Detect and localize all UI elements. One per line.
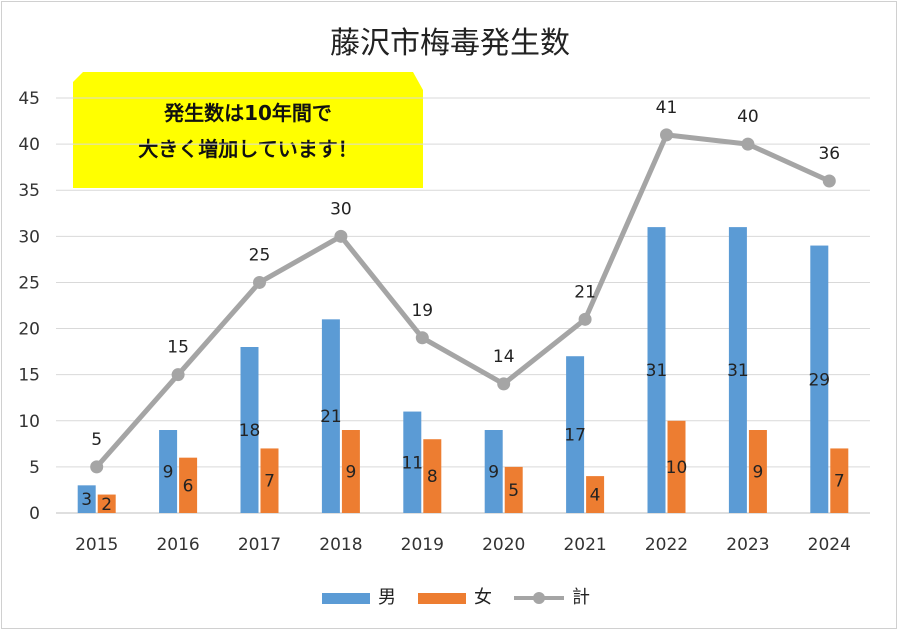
x-tick-label: 2020 xyxy=(482,535,525,555)
legend-label-female: 女 xyxy=(474,587,492,608)
data-label-total: 41 xyxy=(656,98,678,118)
data-label-male: 3 xyxy=(81,490,92,510)
series-line-total xyxy=(94,132,831,469)
legend: 男 女 計 xyxy=(0,583,900,609)
data-label-female: 2 xyxy=(101,495,112,515)
legend-label-male: 男 xyxy=(378,587,396,608)
y-tick-label: 20 xyxy=(18,320,40,340)
x-tick-label: 2019 xyxy=(401,535,444,555)
data-label-total: 40 xyxy=(737,107,759,127)
point-total xyxy=(660,128,673,142)
point-total xyxy=(741,137,755,151)
bar-female xyxy=(423,439,442,513)
bar-female xyxy=(748,430,767,513)
y-tick-label: 10 xyxy=(18,412,40,432)
data-label-female: 5 xyxy=(508,481,519,501)
point-total xyxy=(822,174,836,188)
point-total xyxy=(497,377,511,391)
annotation-text: 発生数は10年間で 大きく増加しています！ xyxy=(73,95,423,167)
y-tick-label: 15 xyxy=(18,366,40,386)
chart-title: 藤沢市梅毒発生数 xyxy=(330,26,570,61)
data-label-total: 25 xyxy=(249,245,271,265)
data-label-female: 8 xyxy=(427,467,438,487)
data-label-total: 30 xyxy=(330,199,352,219)
x-tick-label: 2024 xyxy=(808,535,851,555)
x-tick-label: 2022 xyxy=(645,535,688,555)
point-total xyxy=(578,312,592,326)
bar-female xyxy=(504,466,523,513)
data-label-male: 9 xyxy=(163,463,174,483)
legend-swatch-male xyxy=(322,592,370,604)
point-total xyxy=(253,275,266,289)
data-label-male: 18 xyxy=(239,421,261,441)
y-tick-label: 0 xyxy=(29,504,40,524)
data-label-female: 9 xyxy=(752,463,763,483)
data-label-male: 21 xyxy=(320,407,342,427)
data-label-female: 6 xyxy=(183,476,194,496)
y-tick-label: 25 xyxy=(18,273,40,293)
legend-swatch-female xyxy=(418,592,466,604)
y-tick-label: 30 xyxy=(18,227,40,247)
data-label-male: 29 xyxy=(808,370,830,390)
bar-male xyxy=(77,485,96,513)
bar-male xyxy=(403,411,422,513)
data-label-total: 14 xyxy=(493,347,515,367)
bar-female xyxy=(830,448,849,513)
bar-male xyxy=(240,347,259,513)
data-label-male: 9 xyxy=(488,463,499,483)
bar-female xyxy=(179,457,198,513)
bar-female xyxy=(586,476,605,513)
x-tick-label: 2017 xyxy=(238,535,281,555)
bar-male xyxy=(484,430,503,513)
data-label-male: 31 xyxy=(727,361,749,381)
x-tick-label: 2023 xyxy=(726,535,769,555)
data-label-total: 19 xyxy=(411,301,433,321)
point-total xyxy=(415,331,429,345)
bar-female xyxy=(97,494,116,513)
y-tick-label: 35 xyxy=(18,181,40,201)
y-tick-label: 40 xyxy=(18,135,40,155)
x-tick-label: 2015 xyxy=(75,535,118,555)
bar-male xyxy=(647,227,666,513)
bar-female xyxy=(341,430,360,513)
data-label-total: 36 xyxy=(818,144,840,164)
data-label-male: 11 xyxy=(401,453,423,473)
bar-male xyxy=(810,245,829,514)
bar-male xyxy=(728,227,747,513)
bar-female xyxy=(667,420,686,513)
point-total xyxy=(334,229,348,243)
legend-item-male: 男 xyxy=(322,583,396,609)
bar-female xyxy=(260,448,279,513)
data-label-male: 31 xyxy=(646,361,668,381)
y-tick-label: 5 xyxy=(29,458,40,478)
data-label-male: 17 xyxy=(564,426,586,446)
data-label-female: 10 xyxy=(666,458,688,478)
legend-swatch-total xyxy=(514,592,564,604)
annotation-line-1: 発生数は10年間で xyxy=(164,101,332,125)
data-label-total: 15 xyxy=(167,338,189,358)
data-label-female: 7 xyxy=(264,472,275,492)
bar-male xyxy=(321,319,340,513)
point-total xyxy=(90,460,104,474)
data-label-total: 5 xyxy=(91,430,102,450)
x-tick-label: 2016 xyxy=(156,535,199,555)
y-tick-label: 45 xyxy=(18,89,40,109)
legend-label-total: 計 xyxy=(572,587,590,608)
bar-male xyxy=(566,356,585,513)
x-tick-label: 2018 xyxy=(319,535,362,555)
annotation-callout xyxy=(73,72,423,188)
annotation-line-2: 大きく増加しています！ xyxy=(138,137,358,161)
data-label-total: 21 xyxy=(574,282,596,302)
data-label-female: 9 xyxy=(345,463,356,483)
point-total xyxy=(171,368,185,382)
x-tick-label: 2021 xyxy=(563,535,606,555)
legend-item-total: 計 xyxy=(512,583,590,609)
bar-male xyxy=(159,430,178,513)
legend-item-female: 女 xyxy=(418,583,492,609)
data-label-female: 7 xyxy=(834,472,845,492)
data-label-female: 4 xyxy=(590,486,601,506)
